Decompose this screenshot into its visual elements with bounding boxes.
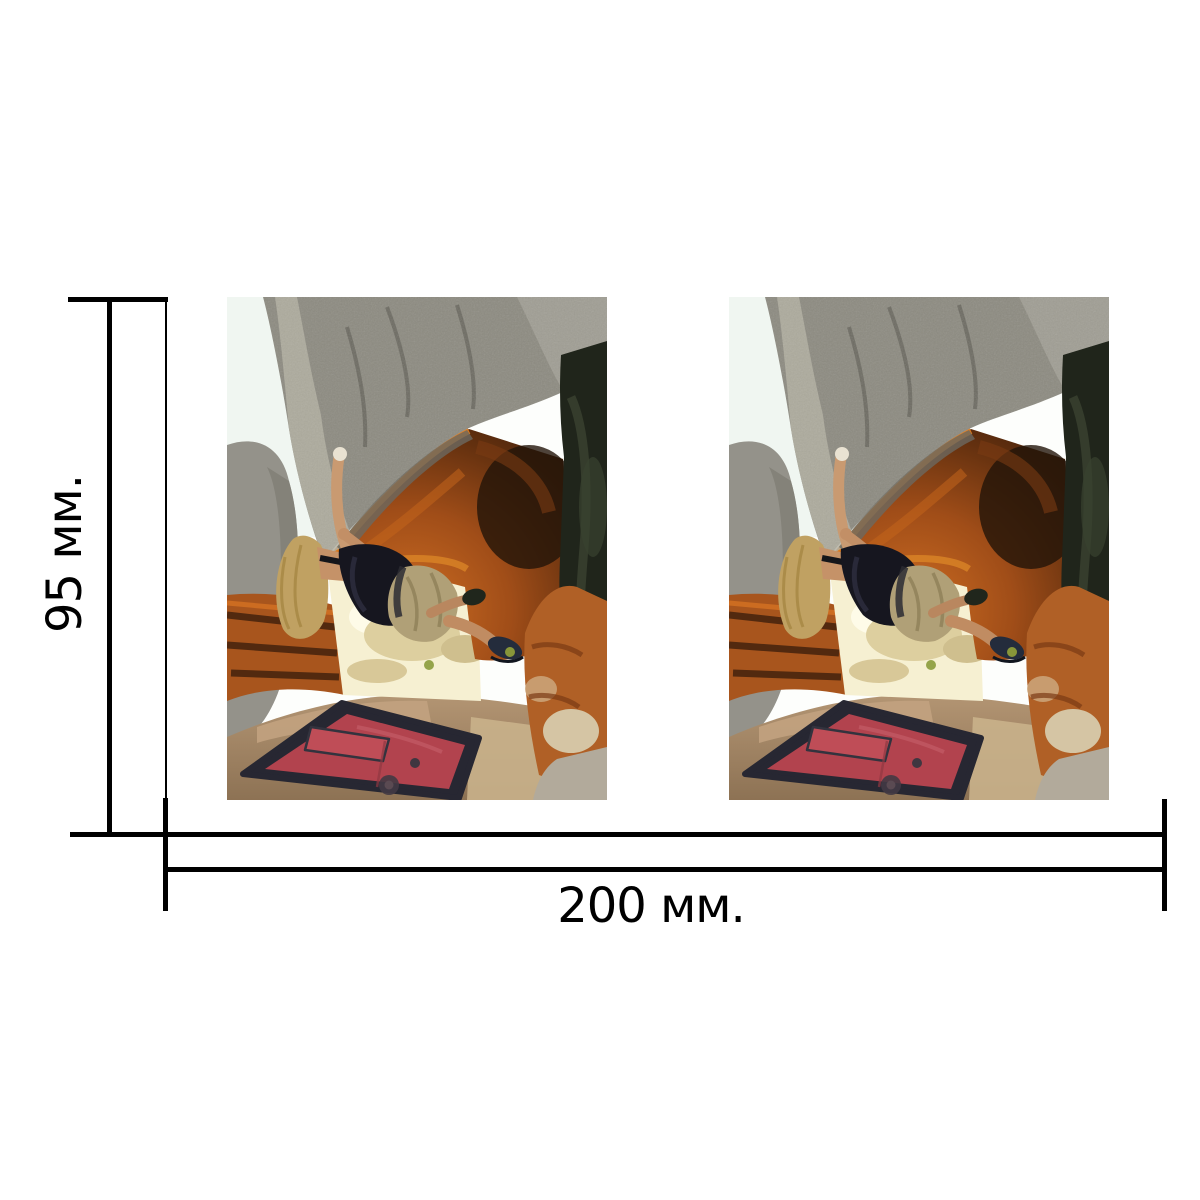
climbing-photo-left <box>227 297 607 800</box>
bottom-extension-line <box>70 832 1167 837</box>
height-dimension-label: 95 мм. <box>37 474 94 633</box>
height-dimension-top-tick <box>68 297 168 302</box>
height-dimension-line <box>107 297 112 836</box>
width-dimension-line <box>165 867 1167 872</box>
climbing-photo-right <box>729 297 1109 800</box>
left-extension-line <box>165 300 167 800</box>
width-dimension-left-tick <box>163 798 168 911</box>
height-label-container: 95 мм. <box>10 284 120 823</box>
width-dimension-right-tick <box>1162 799 1167 911</box>
width-dimension-label: 200 мм. <box>557 878 746 934</box>
